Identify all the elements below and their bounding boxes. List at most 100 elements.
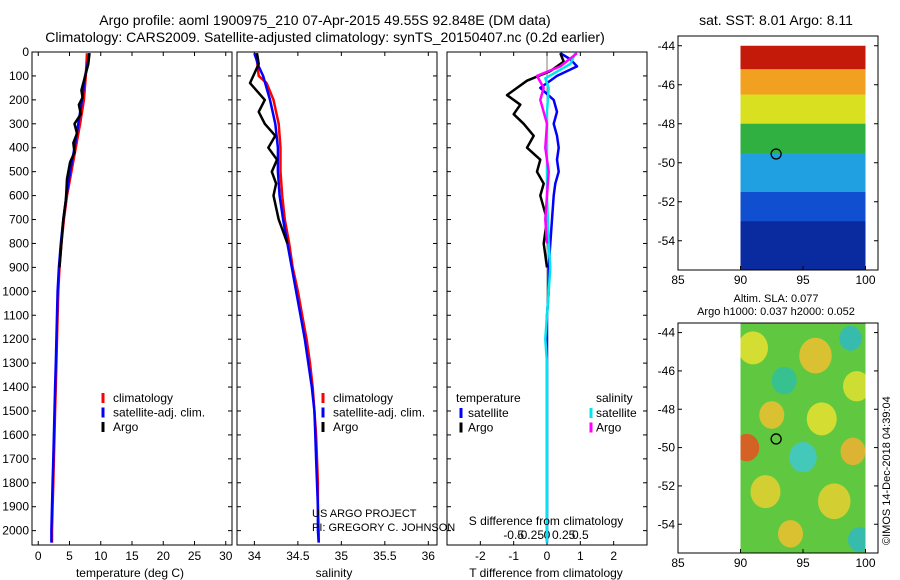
diff-legend-label: Argo [596, 421, 622, 435]
sla-anomaly-blob [818, 483, 851, 520]
sst-lat-label: -48 [658, 117, 676, 131]
sla-anomaly-blob [840, 437, 866, 466]
sst-temperature-band [740, 192, 866, 223]
sst-temperature-band [740, 221, 866, 270]
sla-anomaly-blob [778, 520, 803, 548]
depth-tick-label: 600 [9, 189, 29, 203]
sla-lat-label: -52 [658, 479, 676, 493]
diff-xtick-label: 2 [610, 549, 617, 563]
temp-axes-frame [31, 51, 233, 546]
sal-xtick-label: 34 [248, 549, 262, 563]
sst-lat-label: -50 [658, 156, 676, 170]
figure-title-line1: Argo profile: aoml 1900975_210 07-Apr-20… [99, 12, 550, 28]
sst-lon-label: 90 [734, 273, 748, 287]
temp-xtick-label: 25 [188, 549, 202, 563]
sla-lat-label: -50 [658, 441, 676, 455]
sal-axes-frame [236, 51, 438, 546]
sst-lat-label: -44 [658, 39, 676, 53]
project-credit: US ARGO PROJECT [312, 508, 417, 520]
sst-argo-location-marker [770, 148, 782, 160]
s-difference-xlabel: S difference from climatology [469, 514, 624, 528]
diff-legend-label: Argo [468, 421, 494, 435]
sal-series-argo [248, 53, 289, 244]
imos-timestamp: ©IMOS 14-Dec-2018 04:39:04 [881, 396, 893, 545]
sla-anomaly-blob [843, 371, 866, 402]
sal-xtick-label: 35 [335, 549, 349, 563]
temp-legend-label: climatology [113, 391, 173, 405]
sal-xtick-label: 34.5 [286, 549, 310, 563]
temp-xtick-label: 0 [35, 549, 42, 563]
diff-series-salinity-satellite [544, 52, 577, 543]
depth-tick-label: 1200 [2, 332, 29, 346]
sst-map-frame [677, 35, 879, 271]
sla-anomaly-blob [750, 475, 781, 509]
diff-legend-salinity-title: salinity [596, 391, 633, 405]
depth-tick-label: 1500 [2, 404, 29, 418]
sst-lon-label: 95 [796, 273, 810, 287]
sla-lon-label: 90 [734, 556, 748, 570]
sla-lat-label: -44 [658, 326, 676, 340]
sla-anomaly-blob [740, 331, 768, 365]
sdiff-xtick-label: -0.5 [503, 528, 524, 542]
sla-anomaly-blob [789, 442, 817, 473]
sla-anomaly-blob [848, 527, 866, 552]
sst-map-panel: -44 -46 -48 -50 -52 -54 85 90 95 100 [658, 35, 879, 287]
diff-xtick-label: -2 [475, 549, 486, 563]
depth-tick-label: 1000 [2, 284, 29, 298]
sal-legend-label: climatology [333, 391, 393, 405]
temp-xtick-label: 5 [66, 549, 73, 563]
sla-anomaly-blob [771, 366, 797, 395]
sst-temperature-band [740, 45, 866, 71]
depth-tick-label: 1300 [2, 356, 29, 370]
temperature-profile-panel: 0100200300400500600700800900100011001200… [2, 45, 232, 563]
depth-tick-label: 1900 [2, 500, 29, 514]
sal-xtick-label: 36 [422, 549, 436, 563]
sst-map-field [740, 45, 866, 270]
pi-credit: PI: GREGORY C. JOHNSON [312, 522, 455, 534]
sst-lon-label: 100 [855, 273, 875, 287]
t-difference-xlabel: T difference from climatology [469, 566, 623, 580]
sla-map-title-line1: Altim. SLA: 0.077 [734, 293, 819, 305]
depth-tick-label: 1800 [2, 476, 29, 490]
sla-lon-label: 95 [796, 556, 810, 570]
sal-axis-ticks: 34 34.5 35 35.5 36 [237, 51, 437, 563]
depth-tick-label: 200 [9, 93, 29, 107]
depth-tick-label: 400 [9, 141, 29, 155]
sst-axis-ticks: -44 -46 -48 -50 -52 -54 85 90 95 100 [658, 39, 878, 287]
diff-legend-temperature-title: temperature [456, 391, 521, 405]
depth-tick-label: 1400 [2, 380, 29, 394]
diff-xtick-label: -1 [508, 549, 519, 563]
sla-map-field [740, 323, 866, 553]
diff-legend-label: satellite [596, 406, 637, 420]
salinity-xlabel: salinity [316, 566, 353, 580]
temp-xtick-label: 10 [94, 549, 108, 563]
sla-map-frame [677, 322, 879, 554]
sst-lat-label: -52 [658, 195, 676, 209]
depth-tick-label: 100 [9, 69, 29, 83]
sla-map-panel: -44 -46 -48 -50 -52 -54 85 90 95 100 [658, 322, 879, 570]
sal-xtick-label: 35.5 [373, 549, 397, 563]
diff-legend-label: satellite [468, 406, 509, 420]
sla-lat-label: -48 [658, 402, 676, 416]
temp-xtick-label: 15 [125, 549, 139, 563]
salinity-profile-panel: 34 34.5 35 35.5 36 climatologysatellite-adj. … [236, 51, 438, 563]
sla-anomaly-blob [759, 401, 785, 429]
sla-anomaly-blob [799, 337, 832, 374]
sla-lat-label: -46 [658, 364, 676, 378]
diff-xtick-label: 1 [577, 549, 584, 563]
depth-tick-label: 1600 [2, 428, 29, 442]
sla-lon-label: 100 [855, 556, 875, 570]
depth-tick-label: 800 [9, 236, 29, 250]
sst-temperature-band [740, 69, 866, 96]
sal-legend-label: satellite-adj. clim. [333, 406, 425, 420]
sal-series-satellite-adj-clim- [253, 52, 320, 543]
sdiff-xtick-label: 0.25 [552, 528, 576, 542]
depth-tick-label: 900 [9, 260, 29, 274]
depth-tick-label: 300 [9, 117, 29, 131]
sla-argo-location-marker [770, 433, 782, 445]
depth-tick-label: 0 [22, 45, 29, 59]
sla-lat-label: -54 [658, 517, 676, 531]
sla-axis-ticks: -44 -46 -48 -50 -52 -54 85 90 95 100 [658, 326, 878, 570]
sla-anomaly-blob [806, 402, 837, 436]
